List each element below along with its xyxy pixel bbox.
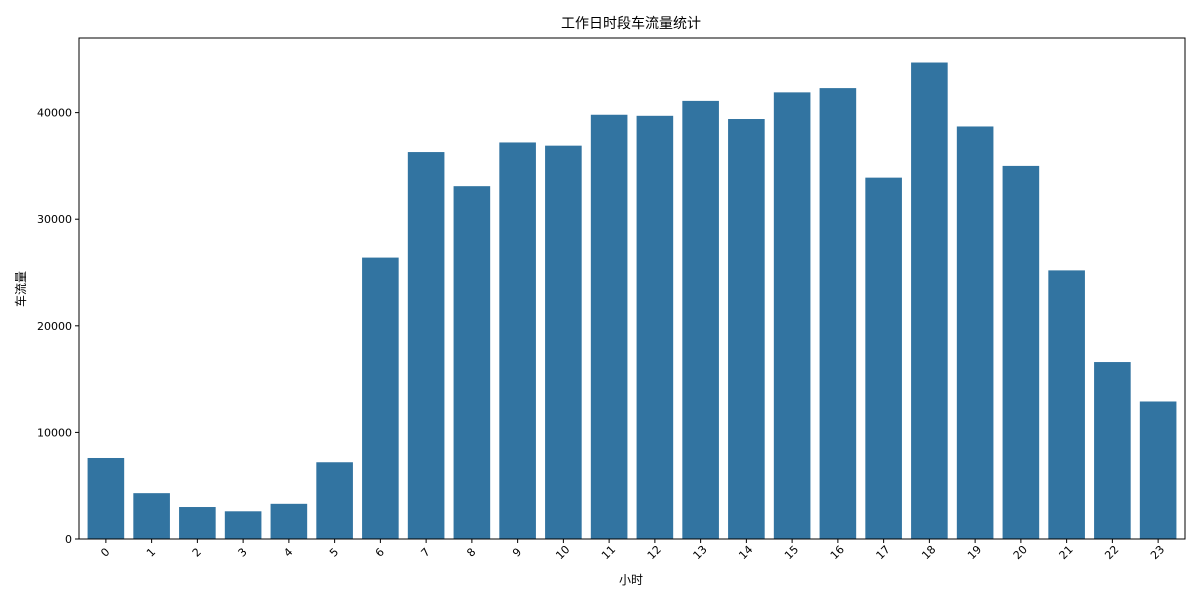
x-tick-label: 11 — [599, 543, 618, 562]
bar-hour-5 — [316, 462, 353, 539]
y-axis-title: 车流量 — [13, 271, 28, 307]
bar-hour-2 — [179, 507, 216, 539]
x-tick-label: 7 — [419, 545, 433, 559]
x-tick-label: 17 — [874, 543, 893, 562]
x-tick-label: 22 — [1102, 543, 1121, 562]
x-tick-label: 19 — [965, 543, 984, 562]
x-tick-label: 12 — [645, 543, 664, 562]
y-tick-label: 30000 — [37, 213, 72, 226]
x-tick-label: 3 — [236, 545, 250, 559]
bar-hour-15 — [773, 92, 811, 540]
bar-hour-4 — [270, 503, 308, 539]
x-tick-label: 9 — [510, 545, 524, 559]
y-axis-ticks: 0 10000 20000 30000 40000 — [37, 107, 79, 546]
x-axis-ticks: 0 1 2 3 4 5 6 7 8 9 10 11 12 13 14 15 16 17 18 19 20 21 22 23 — [98, 539, 1167, 562]
chart-title: 工作日时段车流量统计 — [561, 15, 701, 32]
x-tick-label: 6 — [373, 545, 387, 559]
x-tick-label: 8 — [464, 545, 478, 559]
x-tick-label: 20 — [1011, 543, 1030, 562]
bar-hour-22 — [1094, 362, 1131, 539]
x-tick-label: 5 — [327, 545, 341, 559]
bar-hour-13 — [682, 100, 719, 539]
bar-hour-19 — [956, 126, 994, 539]
y-tick-label: 20000 — [37, 320, 72, 333]
x-tick-label: 2 — [190, 545, 204, 559]
x-axis-title: 小时 — [619, 573, 643, 587]
bar-hour-6 — [362, 257, 399, 539]
y-tick-label: 40000 — [37, 107, 72, 120]
plot-frame — [78, 37, 1186, 540]
x-tick-label: 16 — [828, 543, 847, 562]
bar-hour-10 — [545, 145, 582, 539]
bar-hour-7 — [407, 152, 445, 539]
bar-hour-20 — [1002, 165, 1040, 539]
bar-hour-16 — [819, 88, 857, 539]
bar-hour-17 — [865, 177, 902, 539]
bar-hour-18 — [911, 62, 948, 540]
x-tick-label: 4 — [281, 545, 295, 559]
x-tick-label: 14 — [736, 543, 755, 562]
x-tick-label: 21 — [1057, 543, 1076, 562]
x-tick-label: 0 — [98, 545, 112, 559]
x-tick-label: 15 — [782, 543, 801, 562]
bar-hour-9 — [499, 142, 536, 539]
y-tick-label: 0 — [65, 533, 72, 546]
bar-hour-21 — [1048, 270, 1085, 539]
x-tick-label: 18 — [919, 543, 938, 562]
x-tick-label: 13 — [691, 543, 710, 562]
bar-hour-1 — [133, 493, 170, 539]
bar-hour-14 — [728, 119, 765, 539]
bar-hour-3 — [224, 511, 262, 539]
y-tick-label: 10000 — [37, 426, 72, 439]
bar-hour-11 — [590, 114, 628, 539]
bar-hour-0 — [87, 457, 125, 539]
bar-hour-12 — [636, 115, 674, 539]
x-tick-label: 1 — [144, 545, 158, 559]
x-tick-label: 23 — [1148, 543, 1167, 562]
bar-hour-8 — [453, 186, 491, 540]
bar-hour-23 — [1139, 401, 1177, 539]
x-tick-label: 10 — [553, 543, 572, 562]
bars-group — [87, 62, 1177, 540]
